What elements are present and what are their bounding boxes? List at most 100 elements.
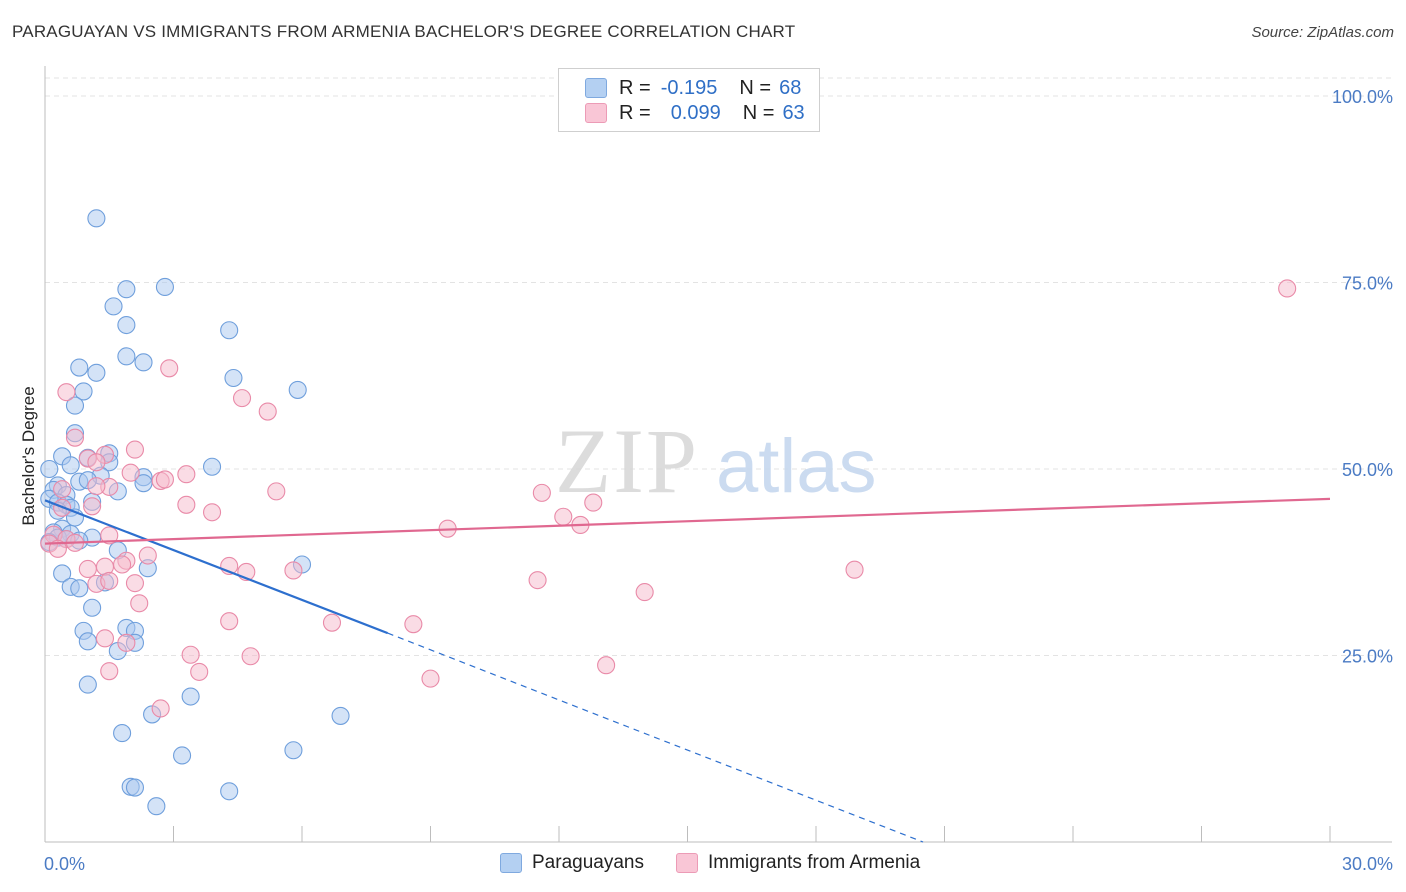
armenia-point <box>532 483 551 502</box>
armenia-point <box>100 571 119 590</box>
y-tick-label: 50.0% <box>1342 460 1393 480</box>
armenia-point <box>597 656 616 675</box>
y-tick-label: 25.0% <box>1342 647 1393 667</box>
axes <box>44 66 1392 843</box>
armenia-point <box>100 662 119 681</box>
y-axis-label: Bachelor's Degree <box>19 386 38 525</box>
paraguayan-point <box>78 632 97 651</box>
armenia-point <box>125 574 144 593</box>
chart-title: PARAGUAYAN VS IMMIGRANTS FROM ARMENIA BA… <box>12 22 796 41</box>
paraguayan-point <box>104 297 123 316</box>
armenia-point <box>100 526 119 545</box>
armenia-point <box>421 669 440 688</box>
armenia-point <box>125 440 144 459</box>
paraguayan-point <box>70 579 89 598</box>
paraguayan-point <box>181 687 200 706</box>
armenia-point <box>155 470 174 489</box>
paraguayan-point <box>53 564 72 583</box>
armenia-point <box>258 402 277 421</box>
legend-r-label: R = <box>619 101 651 124</box>
watermark: ZIP atlas <box>555 410 877 512</box>
armenia-point <box>87 453 106 472</box>
legend-swatch-blue <box>500 853 522 873</box>
armenia-point <box>584 493 603 512</box>
paraguayan-point <box>61 456 80 475</box>
armenia-point <box>151 699 170 718</box>
paraguayan-point <box>220 321 239 340</box>
legend-n-label: N = <box>739 76 772 99</box>
armenia-point <box>241 647 260 666</box>
armenia-point <box>160 359 179 378</box>
watermark-zip: ZIP <box>555 410 699 512</box>
paraguayan-point <box>224 368 243 388</box>
armenia-point <box>322 613 342 632</box>
legend-r-value: 0.099 <box>670 101 721 124</box>
armenia-point <box>267 482 286 501</box>
armenia-point <box>130 594 149 613</box>
legend-swatch-pink <box>675 853 698 873</box>
paraguayan-point <box>70 358 89 377</box>
paraguayan-point <box>117 315 136 335</box>
paraguayan-trend-line <box>44 499 389 635</box>
armenia-point <box>528 571 547 590</box>
armenia-point <box>78 559 97 579</box>
armenia-point <box>65 428 85 447</box>
paraguayan-point <box>117 280 136 299</box>
legend-row-paraguayans: R = -0.195 N = 68 <box>585 76 801 100</box>
paraguayan-point <box>117 347 136 366</box>
paraguayan-point <box>331 706 350 725</box>
paraguayan-point <box>203 457 222 476</box>
paraguayan-point <box>83 598 102 617</box>
armenia-point <box>220 612 239 631</box>
y-tick-label: 100.0% <box>1332 87 1393 107</box>
bottom-legend: Paraguayans Immigrants from Armenia <box>500 852 952 874</box>
armenia-point <box>232 389 252 408</box>
legend-n-label: N = <box>742 101 775 124</box>
armenia-point <box>203 503 222 522</box>
source-label: Source: ZipAtlas.com <box>1251 24 1394 41</box>
legend-r-value: -0.195 <box>660 76 718 99</box>
legend-item-paraguayans[interactable]: Paraguayans <box>500 852 644 874</box>
y-tick-label: 75.0% <box>1342 274 1393 294</box>
armenia-point <box>190 662 209 681</box>
legend-label: Immigrants from Armenia <box>707 852 921 873</box>
paraguayan-point <box>173 746 192 765</box>
paraguayan-point <box>134 353 153 372</box>
armenia-point <box>177 495 196 514</box>
legend-swatch-pink <box>585 103 607 123</box>
armenia-point <box>635 583 654 602</box>
legend-label: Paraguayans <box>532 852 644 873</box>
legend-row-armenia: R = 0.099 N = 63 <box>585 101 805 125</box>
paraguayan-point <box>155 277 174 297</box>
armenia-point <box>121 463 140 482</box>
armenia-point <box>48 539 67 558</box>
legend-r-label: R = <box>619 76 651 99</box>
watermark-atlas: atlas <box>716 424 877 509</box>
armenia-point <box>113 555 132 574</box>
paraguayan-point <box>40 459 59 479</box>
armenia-point <box>87 477 106 496</box>
armenia-point <box>284 561 303 580</box>
armenia-point <box>181 645 200 664</box>
paraguayan-point <box>113 724 132 743</box>
paraguayan-point <box>87 209 106 228</box>
armenia-point <box>138 546 157 565</box>
paraguayan-point <box>87 363 106 382</box>
armenia-point <box>845 560 864 579</box>
legend-item-armenia[interactable]: Immigrants from Armenia <box>675 852 921 874</box>
legend-swatch-blue <box>585 78 607 98</box>
armenia-point <box>117 633 136 652</box>
armenia-points <box>40 279 1297 718</box>
paraguayan-point <box>288 380 307 399</box>
paraguayan-trend-extension <box>387 632 924 843</box>
paraguayan-point <box>147 797 166 816</box>
trend-lines <box>44 497 1331 843</box>
armenia-point <box>57 383 76 402</box>
armenia-point <box>404 615 423 634</box>
paraguayan-point <box>125 778 144 797</box>
x-tick-label: 0.0% <box>44 854 85 874</box>
armenia-point <box>554 507 573 526</box>
legend-n-value: 63 <box>782 101 805 124</box>
legend-n-value: 68 <box>779 76 802 99</box>
